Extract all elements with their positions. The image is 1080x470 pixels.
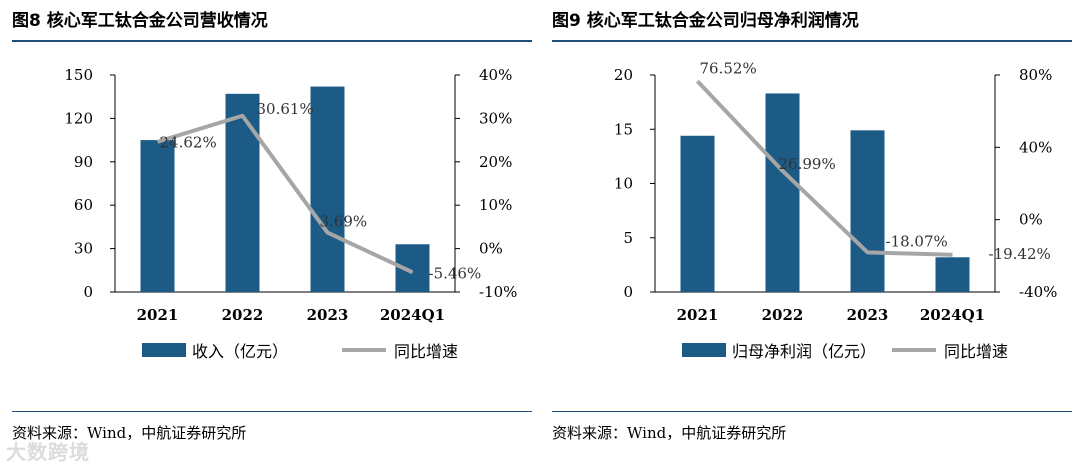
left-tick-label: 90	[74, 153, 93, 171]
data-label: -18.07%	[886, 232, 948, 250]
right-tick-label: 10%	[479, 196, 512, 214]
left-tick-label: 0	[623, 283, 633, 301]
source-rule	[552, 411, 1072, 412]
chart-panel-revenue: 图8 核心军工钛合金公司营收情况 0 30 60 90 120 150 -10% 0% 10% 2…	[12, 0, 532, 470]
legend-bar-swatch	[142, 343, 186, 357]
x-tick-label: 2024Q1	[380, 306, 445, 324]
x-tick-label: 2021	[137, 306, 179, 324]
x-tick-label: 2021	[677, 306, 719, 324]
title-rule	[12, 40, 532, 42]
data-label: 26.99%	[779, 155, 836, 173]
right-tick-label: -10%	[479, 283, 517, 301]
growth-line	[696, 79, 953, 257]
left-tick-label: 20	[614, 66, 633, 84]
growth-line	[156, 113, 414, 275]
legend-bar-label: 收入（亿元）	[192, 342, 288, 361]
right-tick-label: 40%	[479, 66, 512, 84]
data-label: -5.46%	[429, 264, 482, 282]
bar	[935, 257, 970, 292]
x-tick-label: 2024Q1	[920, 306, 985, 324]
right-tick-label: 30%	[479, 109, 512, 127]
legend-line-label: 同比增速	[394, 342, 458, 361]
source-note: 资料来源：Wind，中航证券研究所	[552, 424, 787, 442]
right-tick-label: 0%	[479, 240, 503, 258]
x-tick-label: 2022	[762, 306, 804, 324]
legend-bar-label: 归母净利润（亿元）	[732, 342, 876, 361]
right-tick-label: 0%	[1019, 211, 1043, 229]
title-rule	[552, 40, 1072, 42]
bar	[310, 86, 345, 292]
right-tick-label: 20%	[479, 153, 512, 171]
x-tick-label: 2023	[847, 306, 889, 324]
left-tick-label: 30	[74, 240, 93, 258]
bar	[680, 135, 715, 292]
right-tick-label: 40%	[1019, 138, 1052, 156]
right-tick-label: 80%	[1019, 66, 1052, 84]
left-tick-label: 10	[614, 175, 633, 193]
bar	[140, 140, 175, 292]
left-tick-label: 5	[623, 229, 633, 247]
chart-panel-net-profit: 图9 核心军工钛合金公司归母净利润情况 0 5 10 15 20 -40% 0% 40% 80%…	[552, 0, 1072, 470]
data-label: 76.52%	[700, 59, 757, 77]
left-tick-label: 120	[64, 109, 93, 127]
data-label: 24.62%	[160, 134, 217, 152]
figure-title: 图8 核心军工钛合金公司营收情况	[12, 11, 268, 31]
data-label: 30.61%	[257, 100, 314, 118]
source-note: 资料来源：Wind，中航证券研究所	[12, 424, 247, 442]
bar	[765, 93, 800, 292]
x-tick-label: 2023	[307, 306, 349, 324]
source-rule	[12, 411, 532, 412]
figure-title: 图9 核心军工钛合金公司归母净利润情况	[552, 11, 859, 31]
legend-bar-swatch	[682, 343, 726, 357]
bar	[225, 93, 260, 292]
legend-line-label: 同比增速	[944, 342, 1008, 361]
left-tick-label: 15	[614, 120, 633, 138]
data-label: 3.69%	[320, 213, 368, 231]
left-tick-label: 0	[83, 283, 93, 301]
revenue-chart: 0 30 60 90 120 150 -10% 0% 10% 20% 30% 40% 2021 2022 2…	[64, 66, 517, 361]
left-tick-label: 60	[74, 196, 93, 214]
right-tick-label: -40%	[1019, 283, 1057, 301]
watermark-text: 大数跨境	[6, 440, 90, 464]
left-tick-label: 150	[64, 66, 93, 84]
data-label: -19.42%	[989, 245, 1051, 263]
bar	[850, 130, 885, 292]
net-profit-chart: 0 5 10 15 20 -40% 0% 40% 80% 2021 2022 2023 2024Q1 76…	[614, 59, 1058, 361]
x-tick-label: 2022	[222, 306, 264, 324]
